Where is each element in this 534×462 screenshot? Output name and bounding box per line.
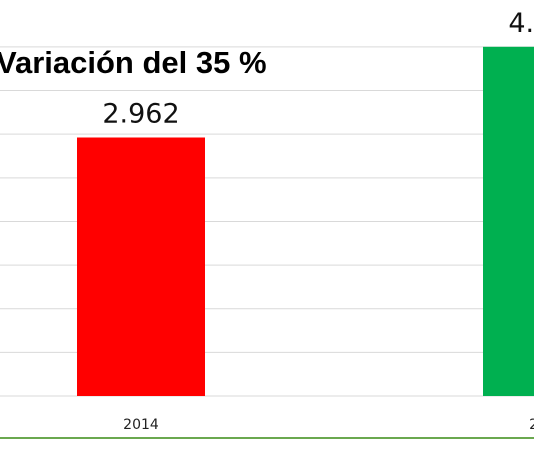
x-tick-label-2014: 2014	[123, 417, 159, 433]
bar-2014	[77, 137, 205, 397]
x-axis-tick-labels: 2014 2020	[123, 417, 534, 433]
value-label-2014: 2.962	[102, 98, 179, 129]
value-label-2020: 4.001	[508, 8, 534, 39]
bar-2020	[483, 46, 534, 397]
bars	[77, 46, 534, 397]
variation-annotation: Variación del 35 %	[0, 45, 267, 80]
value-labels: 2.962 4.001	[102, 8, 534, 130]
x-tick-label-2020: 2020	[529, 417, 534, 433]
